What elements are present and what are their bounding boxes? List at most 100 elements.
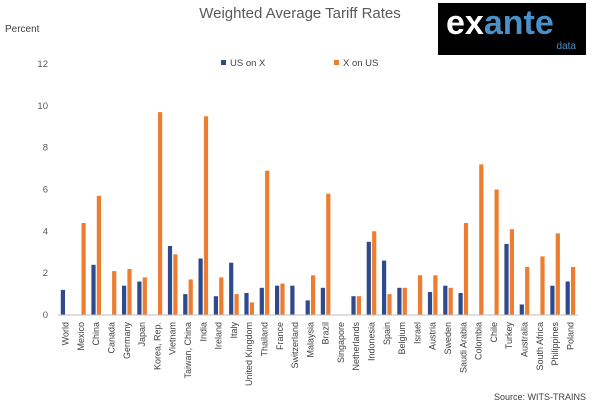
- bar-x-on-us: [188, 279, 193, 315]
- x-category-label: China: [91, 322, 101, 346]
- bar-x-on-us: [280, 283, 285, 315]
- x-category-label: Korea, Rep.: [152, 322, 162, 370]
- logo-wordmark: exante: [446, 3, 554, 43]
- bar-x-on-us: [402, 287, 407, 315]
- y-tick-label: 8: [43, 143, 48, 154]
- bar-x-on-us: [96, 195, 101, 315]
- bar-us-on-x: [167, 246, 173, 315]
- x-category-label: Belgium: [397, 322, 407, 355]
- bar-us-on-x: [244, 293, 249, 315]
- x-category-label: Italy: [229, 322, 239, 339]
- x-category-label: Sweden: [443, 322, 453, 355]
- bar-us-on-x: [91, 264, 96, 315]
- bar-x-on-us: [479, 164, 484, 315]
- bar-x-on-us: [234, 294, 239, 315]
- bar-x-on-us: [326, 193, 331, 315]
- x-category-label: Taiwan, China: [183, 322, 193, 379]
- bar-us-on-x: [213, 296, 218, 315]
- bar-us-on-x: [137, 281, 142, 315]
- bar-us-on-x: [290, 285, 295, 315]
- bar-us-on-x: [351, 296, 356, 315]
- bar-us-on-x: [183, 294, 188, 315]
- legend-label-us-on-x: US on X: [230, 58, 266, 69]
- y-axis-ticks: 0 2 4 6 8 10 12: [37, 59, 48, 321]
- y-tick-label: 12: [37, 59, 48, 70]
- x-category-label: Singapore: [336, 322, 346, 363]
- bar-x-on-us: [112, 271, 117, 315]
- exante-logo: exante data: [438, 3, 586, 55]
- bar-us-on-x: [275, 285, 280, 315]
- bar-us-on-x: [366, 241, 371, 315]
- bar-x-on-us: [525, 266, 530, 315]
- x-category-label: Thailand: [260, 322, 270, 357]
- logo-prefix: ex: [446, 4, 484, 42]
- x-category-label: South Africa: [535, 322, 545, 371]
- bar-x-on-us: [127, 269, 132, 315]
- bar-x-on-us: [571, 266, 576, 315]
- bar-us-on-x: [504, 243, 509, 315]
- logo-suffix: ante: [483, 4, 554, 42]
- x-category-label: Israel: [412, 322, 422, 344]
- bar-x-on-us: [265, 170, 270, 315]
- x-category-label: Ireland: [214, 322, 224, 350]
- legend-swatch-x-on-us: [334, 60, 339, 65]
- bar-x-on-us: [311, 275, 316, 315]
- bar-us-on-x: [443, 285, 448, 315]
- bar-x-on-us: [463, 223, 469, 315]
- x-category-label: Indonesia: [367, 322, 377, 361]
- x-category-label: Colombia: [474, 322, 484, 360]
- y-tick-label: 10: [37, 101, 48, 112]
- y-tick-label: 0: [43, 310, 48, 321]
- bar-us-on-x: [565, 281, 570, 315]
- legend: US on X X on US: [221, 58, 378, 69]
- bar-x-on-us: [142, 277, 147, 315]
- x-category-label: Vietnam: [168, 322, 178, 355]
- chart-title: Weighted Average Tariff Rates: [199, 5, 401, 22]
- bar-us-on-x: [259, 287, 264, 315]
- bar-us-on-x: [519, 304, 524, 315]
- bar-x-on-us: [203, 116, 209, 315]
- bar-x-on-us: [173, 254, 178, 315]
- bar-us-on-x: [122, 285, 127, 315]
- x-category-label: Austria: [428, 322, 438, 350]
- x-category-label: Turkey: [504, 322, 514, 350]
- bar-us-on-x: [382, 260, 387, 315]
- bar-x-on-us: [249, 302, 254, 315]
- x-category-label: Spain: [382, 322, 392, 345]
- x-category-label: Brazil: [321, 322, 331, 345]
- y-tick-label: 6: [43, 185, 48, 196]
- y-tick-label: 4: [43, 226, 48, 237]
- bar-us-on-x: [458, 293, 463, 315]
- source-note: Source: WITS-TRAINS: [494, 392, 586, 402]
- x-category-label: Switzerland: [290, 322, 300, 369]
- y-axis-label: Percent: [5, 24, 40, 35]
- x-category-label: Netherlands: [351, 322, 361, 371]
- bar-us-on-x: [305, 300, 310, 315]
- bar-x-on-us: [387, 294, 392, 315]
- legend-swatch-us-on-x: [221, 60, 226, 65]
- bar-x-on-us: [555, 233, 560, 315]
- x-category-label: Japan: [137, 322, 147, 347]
- bar-x-on-us: [448, 287, 453, 315]
- bar-x-on-us: [219, 277, 224, 315]
- bar-us-on-x: [427, 292, 433, 315]
- bar-us-on-x: [397, 287, 402, 315]
- x-category-label: Mexico: [76, 322, 86, 351]
- x-category-label: Poland: [565, 322, 575, 350]
- x-category-label: Chile: [489, 322, 499, 343]
- x-category-label: Malaysia: [305, 322, 315, 358]
- x-category-label: Canada: [107, 322, 117, 354]
- x-category-label: Germany: [122, 322, 132, 360]
- x-category-label: Australia: [520, 322, 530, 357]
- bar-us-on-x: [320, 287, 325, 315]
- bar-us-on-x: [550, 285, 555, 315]
- x-category-label: Saudi Arabia: [458, 322, 468, 373]
- legend-label-x-on-us: X on US: [343, 58, 378, 69]
- bar-x-on-us: [509, 229, 514, 315]
- x-category-label: World: [61, 322, 71, 345]
- bar-x-on-us: [418, 275, 423, 315]
- bar-x-on-us: [540, 256, 545, 315]
- x-category-label: United Kingdom: [244, 322, 254, 386]
- category-labels: World Mexico China Canada Germany Japan Korea,…: [61, 322, 576, 387]
